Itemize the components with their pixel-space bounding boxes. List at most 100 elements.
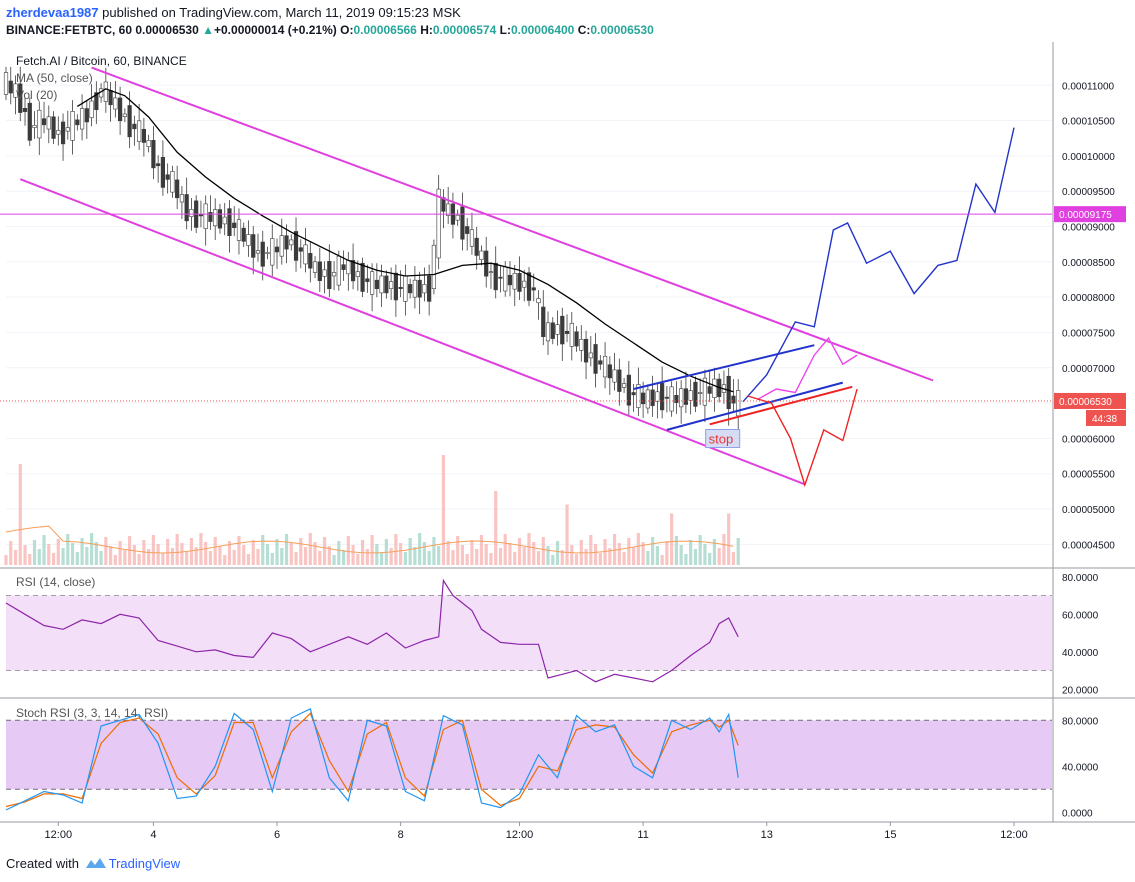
volume-bar xyxy=(265,544,270,565)
axes: 0.00011000 0.00010500 0.00010000 0.00009500… xyxy=(0,42,1135,841)
candle-down xyxy=(284,235,289,250)
volume-bar xyxy=(408,538,412,565)
rsi-tick-label: 40.0000 xyxy=(1062,648,1099,659)
volume-bar xyxy=(646,551,650,565)
time-tick-label: 12:00 xyxy=(506,829,534,841)
price-tick-label: 0.00009500 xyxy=(1062,187,1115,198)
candle-up xyxy=(336,255,341,286)
tradingview-logo-icon xyxy=(85,857,107,872)
last-price-tag xyxy=(1054,392,1126,409)
candle-down xyxy=(160,156,166,188)
indicator-label: Vol (20) xyxy=(16,88,57,102)
volume-bar xyxy=(665,541,669,565)
candle-down xyxy=(498,276,503,279)
volume-bar xyxy=(632,547,636,565)
price-tick-label: 0.00007500 xyxy=(1062,328,1115,339)
volume-bar xyxy=(437,546,441,565)
volume-bar xyxy=(189,538,194,565)
candle-up xyxy=(536,298,541,304)
candle-down xyxy=(726,375,731,410)
stoch-tick-label: 0.0000 xyxy=(1062,808,1093,819)
stoch-rsi-pane[interactable]: Stoch RSI (3, 3, 14, 14, RSI) xyxy=(5,706,1052,811)
candle-up xyxy=(122,113,127,117)
price-tick-label: 0.00004500 xyxy=(1062,540,1115,551)
volume-bar xyxy=(308,533,312,565)
volume-bar xyxy=(341,550,346,565)
volume-bar xyxy=(689,540,693,565)
candle-up xyxy=(431,244,437,289)
candle-up xyxy=(488,271,494,274)
candle-down xyxy=(607,364,612,379)
candle-down xyxy=(41,118,47,126)
candle-up xyxy=(612,369,617,383)
red-trend-line xyxy=(709,385,853,426)
price-pane[interactable]: stop Fetch.AI / Bitcoin, 60, BINANCE MA (5… xyxy=(0,54,1052,565)
volume-bar xyxy=(99,551,103,565)
stoch-d-line xyxy=(5,712,739,808)
candle-down xyxy=(141,128,146,143)
rsi-line xyxy=(5,578,739,683)
candle-up xyxy=(113,97,118,110)
stoch-k-line xyxy=(5,707,739,811)
author-link[interactable]: zherdevaa1987 xyxy=(6,5,99,20)
volume-bar xyxy=(346,536,350,565)
volume-bar xyxy=(679,545,683,565)
candle-down xyxy=(517,273,522,292)
open-value: 0.00006566 xyxy=(353,23,417,37)
rsi-pane[interactable]: RSI (14, close) xyxy=(5,575,1052,683)
volume-bar xyxy=(541,537,545,565)
candle-up xyxy=(270,238,275,266)
volume-bar xyxy=(185,552,189,565)
volume-bar xyxy=(641,542,645,565)
candle-down xyxy=(156,163,161,167)
candle-up xyxy=(255,250,261,254)
candle-up xyxy=(265,252,270,254)
channel-upper-line xyxy=(91,66,934,382)
volume-bar xyxy=(551,555,555,565)
candle-down xyxy=(593,344,598,374)
candle-down xyxy=(317,261,322,281)
volume-bar xyxy=(498,548,503,565)
candle-up xyxy=(312,261,318,273)
volume-bar xyxy=(123,550,127,565)
candle-up xyxy=(655,391,660,402)
candle-up xyxy=(289,239,294,246)
candle-up xyxy=(545,322,551,342)
candle-up xyxy=(13,83,18,98)
volume-bar xyxy=(137,554,141,565)
volume-bar xyxy=(717,548,721,565)
volume-bar xyxy=(251,540,255,565)
candle-up xyxy=(203,203,208,229)
candle-down xyxy=(693,381,698,407)
candle-up xyxy=(37,109,42,139)
price-tick-label: 0.00007000 xyxy=(1062,364,1115,375)
candle-down xyxy=(327,261,332,289)
candle-down xyxy=(165,174,170,180)
stoch-title: Stoch RSI (3, 3, 14, 14, RSI) xyxy=(16,706,168,720)
stop-label: stop xyxy=(709,432,734,447)
candle-up xyxy=(331,272,337,277)
volume-bar xyxy=(722,534,726,565)
volume-bar xyxy=(70,543,75,565)
time-tick-label: 11 xyxy=(637,829,648,841)
candle-down xyxy=(274,246,280,253)
wedge-lower-line xyxy=(666,381,844,431)
candle-down xyxy=(531,287,536,291)
chart-canvas[interactable]: stop Fetch.AI / Bitcoin, 60, BINANCE MA (5… xyxy=(0,42,1135,852)
high-label: H: xyxy=(420,23,433,37)
price-tick-label: 0.00011000 xyxy=(1062,81,1115,92)
candle-down xyxy=(350,260,356,282)
volume-bar xyxy=(75,552,79,565)
price-tick-label: 0.00008500 xyxy=(1062,258,1115,269)
volume-bar xyxy=(85,547,89,565)
volume-bar xyxy=(484,544,488,565)
volume-bar xyxy=(94,542,98,565)
volume-bar xyxy=(151,535,155,565)
tradingview-link[interactable]: TradingView xyxy=(108,856,181,871)
volume-bar xyxy=(465,554,469,565)
volume-bar xyxy=(670,513,674,565)
volume-bar xyxy=(246,554,251,565)
volume-bar xyxy=(489,553,493,565)
candle-down xyxy=(227,208,232,236)
candle-up xyxy=(588,352,593,359)
